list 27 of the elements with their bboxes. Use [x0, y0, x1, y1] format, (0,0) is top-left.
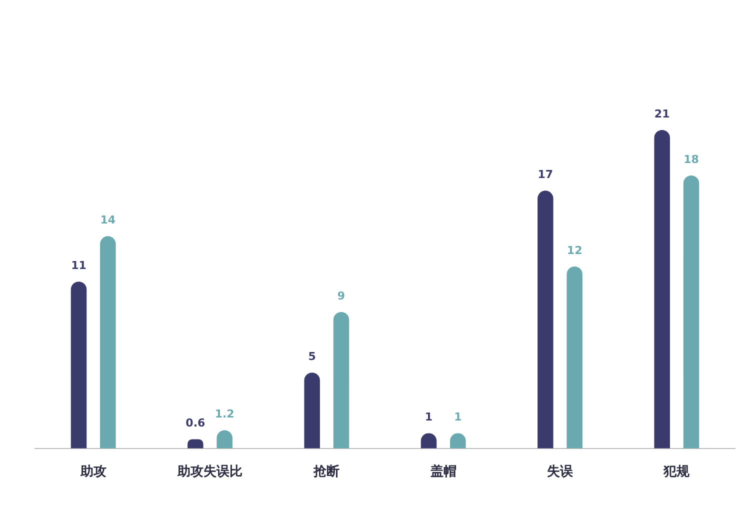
- x-tick-label: 失误: [547, 464, 574, 480]
- data-label: 5: [308, 350, 316, 363]
- x-tick-label: 犯规: [662, 464, 691, 480]
- data-label: 21: [654, 107, 670, 120]
- data-label: 0.6: [186, 416, 206, 430]
- bar: [304, 372, 320, 448]
- bar: [654, 130, 670, 448]
- data-label: 1: [454, 410, 462, 424]
- x-tick-label: 盖帽: [430, 464, 456, 480]
- data-label: 14: [100, 213, 116, 226]
- data-label: 1.2: [214, 408, 234, 421]
- x-tick-label: 助攻失误比: [176, 464, 242, 480]
- x-tick-label: 助攻: [79, 464, 106, 480]
- data-label: 18: [684, 152, 699, 166]
- x-tick-label: 抢断: [312, 464, 340, 480]
- data-label: 12: [566, 244, 582, 257]
- bar: [566, 266, 582, 448]
- bar: [70, 282, 87, 448]
- bar: [188, 439, 204, 448]
- bar: [100, 236, 116, 448]
- data-label: 9: [337, 289, 346, 302]
- data-label: 11: [71, 258, 86, 272]
- bar: [683, 175, 700, 448]
- bar: [538, 190, 554, 448]
- bar: [333, 312, 350, 448]
- data-label: 1: [424, 410, 433, 424]
- data-label: 17: [538, 168, 554, 182]
